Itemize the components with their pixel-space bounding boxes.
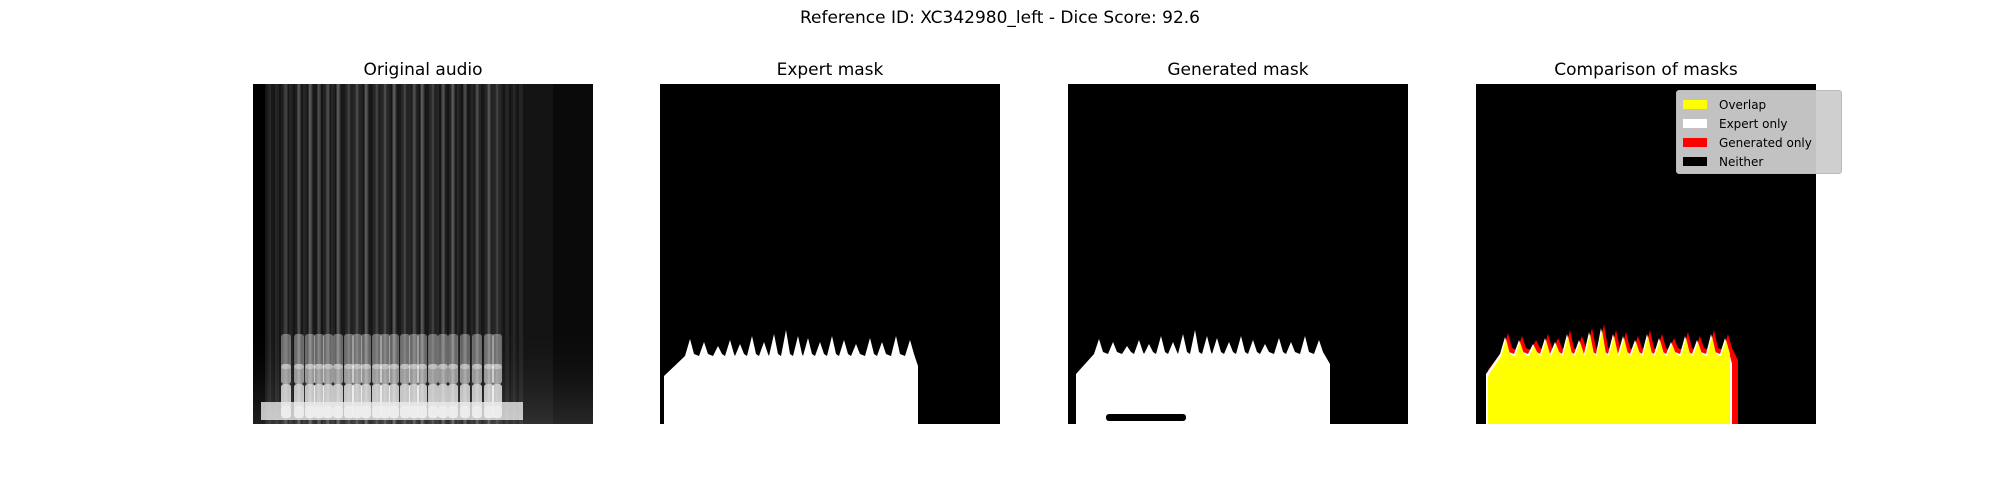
legend-entry-neither: Neither [1683, 152, 1835, 171]
expert-mask-image [660, 84, 1000, 424]
legend-entry-expert-only: Expert only [1683, 114, 1835, 133]
overlap-region [1488, 330, 1730, 424]
legend-label-neither: Neither [1719, 154, 1764, 169]
legend-swatch-overlap [1683, 100, 1707, 109]
expert-mask-region [664, 330, 918, 424]
spectrogram-image [253, 84, 593, 424]
generated-mask-image [1068, 84, 1408, 424]
panel-title-original-audio: Original audio [363, 60, 483, 80]
legend-swatch-neither [1683, 157, 1707, 166]
legend-entry-overlap: Overlap [1683, 95, 1835, 114]
legend-label-expert-only: Expert only [1719, 116, 1788, 131]
legend-entry-generated-only: Generated only [1683, 133, 1835, 152]
legend-label-generated-only: Generated only [1719, 135, 1812, 150]
panel-title-expert-mask: Expert mask [776, 60, 884, 80]
generated-mask-region [1076, 330, 1330, 424]
legend-swatch-expert-only [1683, 119, 1707, 128]
generated-mask-gap [1106, 414, 1186, 421]
comparison-image [1476, 84, 1816, 424]
legend: Overlap Expert only Generated only Neith… [1676, 90, 1842, 174]
panel-title-generated-mask: Generated mask [1167, 60, 1309, 80]
panel-title-comparison: Comparison of masks [1554, 60, 1738, 80]
legend-swatch-generated-only [1683, 138, 1707, 147]
figure-title: Reference ID: XC342980_left - Dice Score… [799, 8, 1200, 28]
legend-label-overlap: Overlap [1719, 97, 1767, 112]
